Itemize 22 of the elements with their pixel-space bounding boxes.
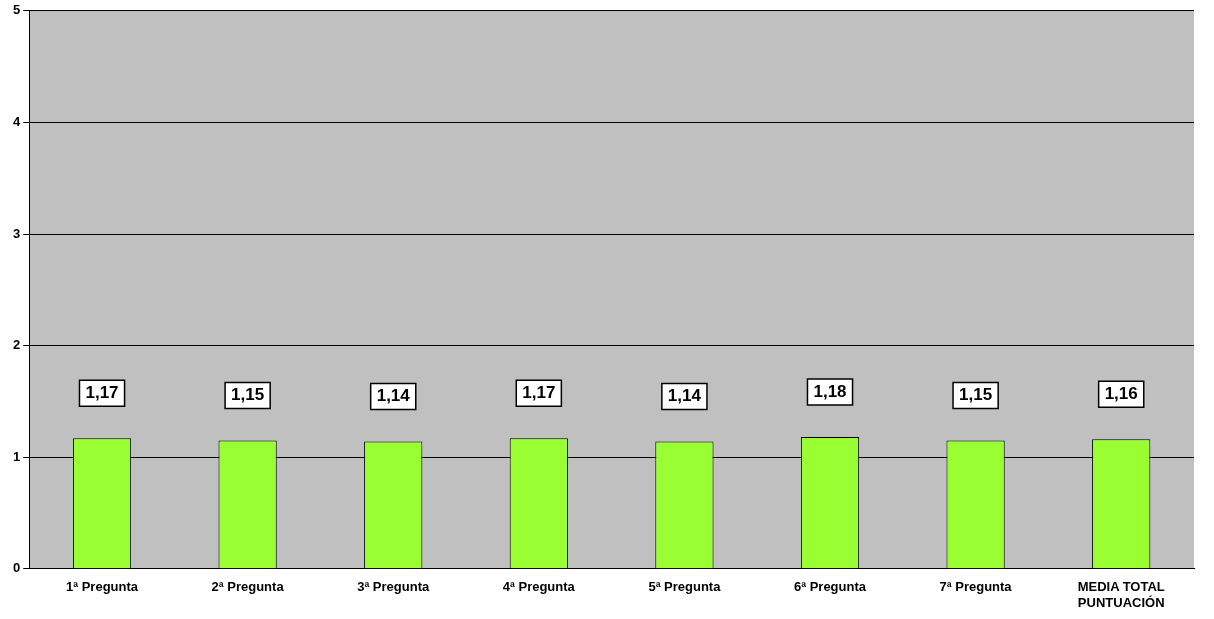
data-label: 1,14	[376, 386, 411, 406]
data-label: 1,17	[85, 382, 119, 402]
x-tick-label: 6ª Pregunta	[794, 579, 867, 595]
x-tick-label: 1ª Pregunta	[66, 579, 139, 595]
x-tick-label: 4ª Pregunta	[502, 579, 576, 595]
data-label: 1,15	[959, 385, 993, 405]
x-tick-label: 5ª Pregunta	[648, 579, 722, 595]
data-label: 1,18	[813, 381, 847, 401]
x-tick-label: 2ª Pregunta	[211, 579, 285, 595]
data-label: 1,15	[231, 385, 265, 405]
y-tick-label: 5	[13, 2, 21, 18]
x-tick-label: 3ª Pregunta	[357, 579, 430, 595]
x-tick-label: MEDIA TOTAL PUNTUACIÓN	[1077, 579, 1165, 610]
data-label: 1,17	[522, 382, 556, 402]
data-label: 1,16	[1104, 384, 1138, 404]
y-tick-label: 2	[13, 337, 21, 353]
x-tick-label: 7ª Pregunta	[939, 579, 1013, 595]
y-tick-label: 0	[13, 560, 21, 576]
y-tick-label: 4	[13, 113, 21, 129]
y-tick-label: 3	[13, 225, 21, 241]
y-tick-label: 1	[13, 448, 21, 464]
data-label: 1,14	[667, 386, 702, 406]
